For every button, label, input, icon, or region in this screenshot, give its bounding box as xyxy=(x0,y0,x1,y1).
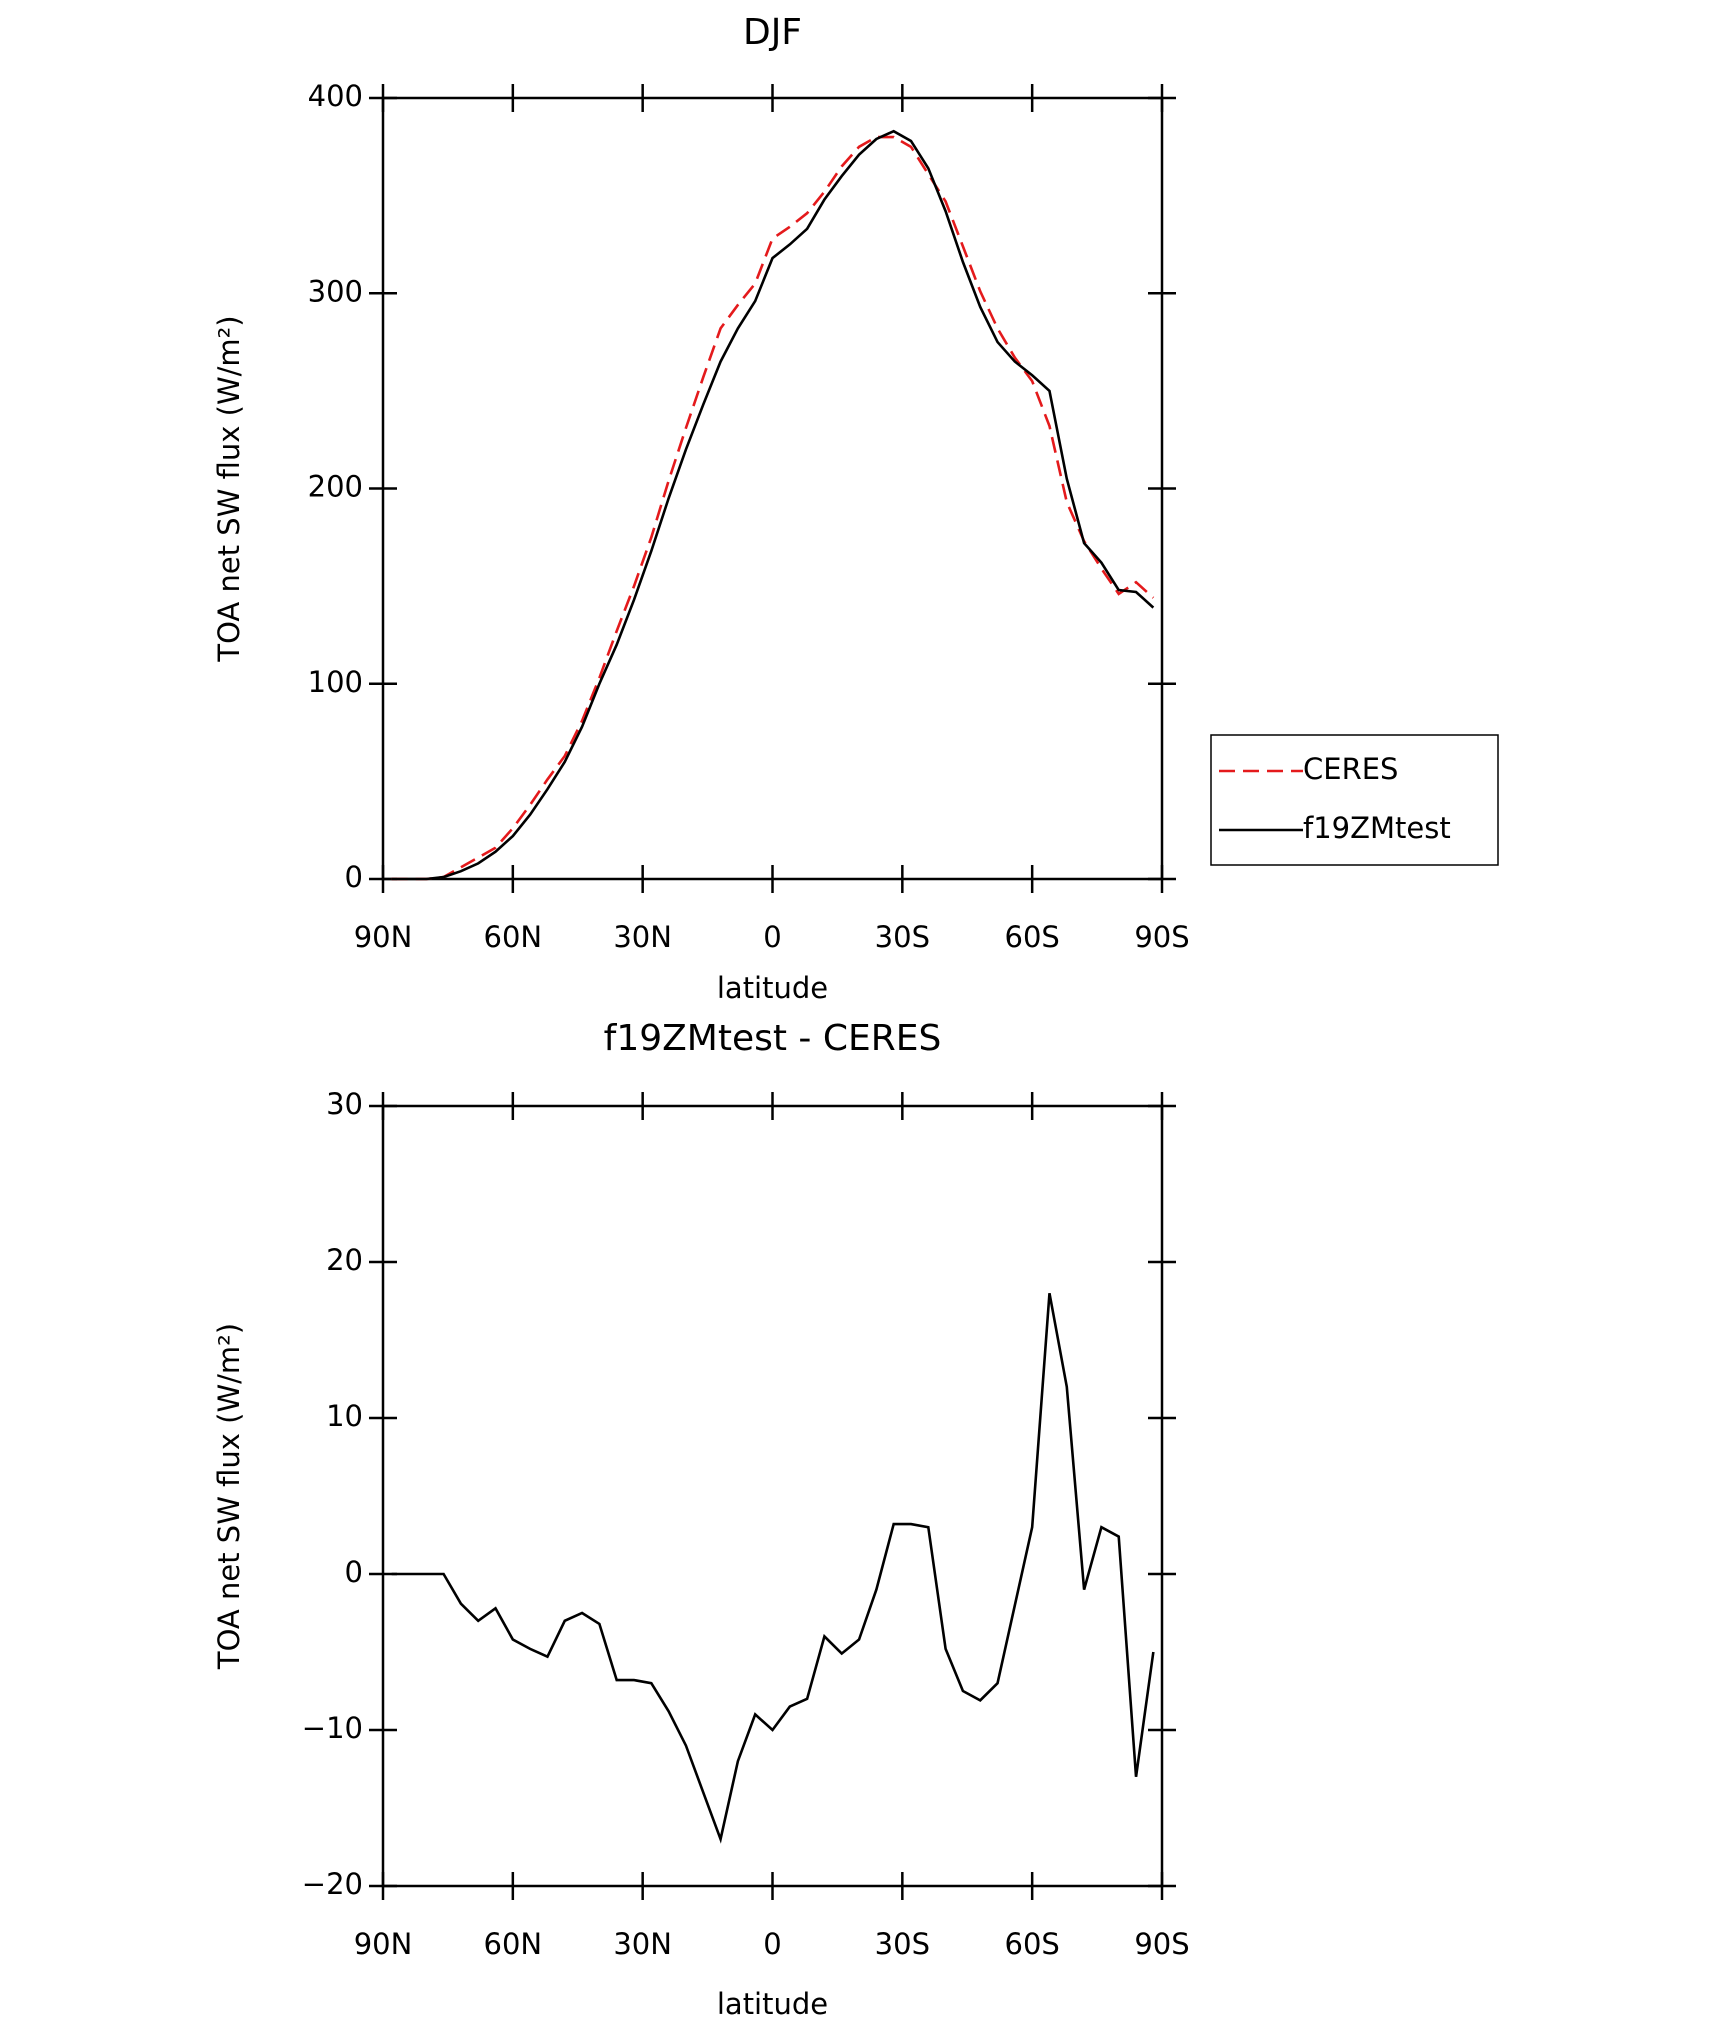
x-tick-label: 30N xyxy=(613,920,672,954)
y-tick-label: −10 xyxy=(302,1711,363,1745)
series-line xyxy=(391,1292,1155,1844)
x-tick-label: 60S xyxy=(1005,920,1060,954)
series-line xyxy=(391,129,1155,881)
x-tick-label: 60N xyxy=(484,1927,543,1961)
x-tick-label: 60S xyxy=(1005,1927,1060,1961)
chart-title: f19ZMtest - CERES xyxy=(604,1018,942,1059)
x-tick-label: 90S xyxy=(1134,1927,1189,1961)
x-tick-label: 0 xyxy=(763,920,781,954)
legend-label: CERES xyxy=(1303,752,1398,786)
chart-title: DJF xyxy=(743,12,802,53)
y-tick-label: 30 xyxy=(326,1087,363,1121)
legend-box xyxy=(1210,734,1499,866)
y-axis-label: TOA net SW flux (W/m²) xyxy=(212,315,246,662)
y-tick-label: 200 xyxy=(308,470,363,504)
x-tick-label: 30S xyxy=(875,1927,930,1961)
plot-frame xyxy=(381,1104,1164,1888)
y-tick-label: 20 xyxy=(326,1243,363,1277)
x-tick-label: 60N xyxy=(484,920,543,954)
plot-frame xyxy=(381,96,1164,881)
y-tick-label: 10 xyxy=(326,1399,363,1433)
y-tick-label: 0 xyxy=(345,1555,363,1589)
x-tick-label: 90N xyxy=(354,920,413,954)
x-tick-label: 30S xyxy=(875,920,930,954)
x-tick-label: 0 xyxy=(763,1927,781,1961)
x-tick-label: 90N xyxy=(354,1927,413,1961)
y-tick-label: 0 xyxy=(345,860,363,894)
series-line xyxy=(391,135,1155,881)
y-tick-label: 300 xyxy=(308,274,363,308)
legend-label: f19ZMtest xyxy=(1303,811,1451,845)
x-tick-label: 90S xyxy=(1134,920,1189,954)
y-tick-label: −20 xyxy=(302,1867,363,1901)
y-tick-label: 400 xyxy=(308,79,363,113)
x-axis-label: latitude xyxy=(717,971,828,1005)
y-tick-label: 100 xyxy=(308,665,363,699)
x-tick-label: 30N xyxy=(613,1927,672,1961)
y-axis-label: TOA net SW flux (W/m²) xyxy=(212,1323,246,1670)
x-axis-label: latitude xyxy=(717,1987,828,2021)
